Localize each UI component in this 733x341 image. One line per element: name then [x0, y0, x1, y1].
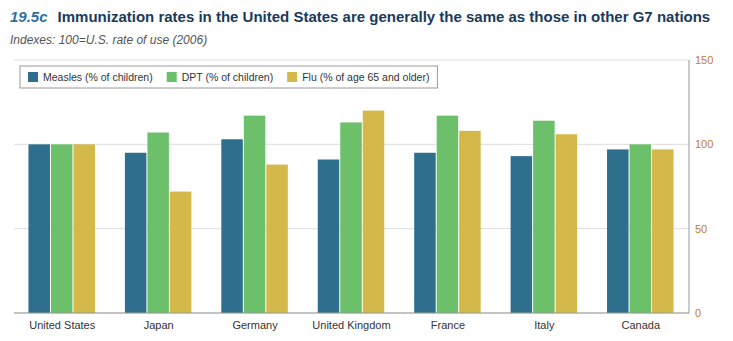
chart: 19.5c Immunization rates in the United St… [0, 0, 733, 341]
title-line: Immunization rates in the United States … [58, 8, 711, 25]
bar [28, 144, 50, 313]
x-tick-label: United Kingdom [312, 319, 390, 331]
bar [630, 144, 652, 313]
bar [221, 139, 243, 313]
legend: Measles (% of children) DPT (% of childre… [20, 66, 437, 88]
bar [363, 111, 385, 313]
bar [556, 134, 578, 313]
bar [147, 133, 169, 313]
y-axis-line [689, 60, 690, 313]
bar [244, 116, 265, 313]
title: Immunization rates in the United States … [58, 8, 711, 25]
legend-label: Flu (% of age 65 and older) [302, 71, 429, 83]
legend-swatch [287, 72, 297, 82]
bar [125, 153, 146, 313]
y-tick-label: 50 [695, 223, 707, 235]
legend-swatch [167, 72, 177, 82]
bar [511, 156, 533, 313]
subtitle: Indexes: 100=U.S. rate of use (2006) [10, 33, 207, 47]
x-tick-label: Japan [144, 319, 174, 331]
bar [340, 122, 362, 313]
legend-frame [20, 66, 437, 88]
bar [652, 149, 674, 313]
legend-label: DPT (% of children) [182, 71, 273, 83]
bar [266, 165, 288, 313]
x-axis-line [14, 313, 689, 314]
grid-line [14, 313, 689, 314]
figure-number: 19.5c [10, 8, 48, 25]
bar [607, 149, 629, 313]
legend-swatch [28, 72, 38, 82]
x-tick-label: France [431, 319, 465, 331]
bar [73, 144, 95, 313]
grid-line [14, 60, 689, 61]
x-tick-label: Germany [232, 319, 278, 331]
y-tick-label: 150 [695, 54, 713, 66]
bar [51, 144, 73, 313]
bar [459, 131, 481, 313]
bar [414, 153, 436, 313]
bar [533, 121, 555, 313]
x-tick-label: Canada [622, 319, 661, 331]
bar [170, 192, 192, 313]
bar [437, 116, 459, 313]
y-tick-label: 100 [695, 138, 713, 150]
bars [28, 111, 673, 313]
y-tick-label: 0 [695, 307, 701, 319]
x-tick-label: Italy [534, 319, 555, 331]
x-tick-label: United States [29, 319, 96, 331]
legend-label: Measles (% of children) [43, 71, 153, 83]
bar [318, 160, 340, 313]
